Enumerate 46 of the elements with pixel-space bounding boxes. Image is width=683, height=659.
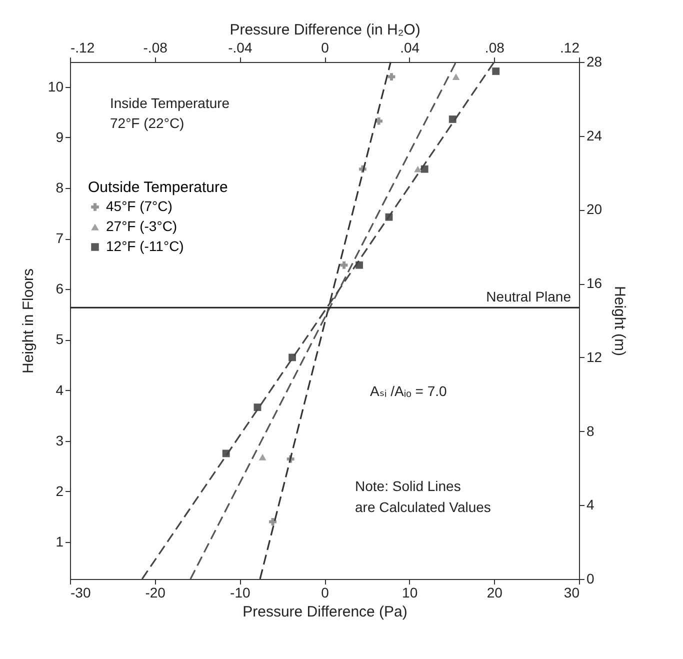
x-tick-label: 0 xyxy=(321,584,330,600)
x-axis-title: Pressure Difference (Pa) xyxy=(242,604,408,620)
y2-tick-label: 8 xyxy=(586,422,594,439)
y2-tick-label: 20 xyxy=(586,201,602,218)
y-tick-label: 6 xyxy=(56,280,64,297)
y-tick-label: 8 xyxy=(56,179,64,196)
x-tick-label: -10 xyxy=(230,584,250,600)
x-tick-label: 10 xyxy=(402,584,418,600)
annotation: Note: Solid Lines xyxy=(355,478,461,494)
x-tick-label: -30 xyxy=(70,584,91,600)
x2-tick-label: .12 xyxy=(560,40,580,56)
y2-tick-label: 24 xyxy=(586,127,602,144)
y2-axis-title: Height (m) xyxy=(611,286,628,356)
x-tick-label: -20 xyxy=(145,584,166,600)
y2-tick-label: 0 xyxy=(586,570,594,586)
annotation: Aₛᵢ /Aᵢₒ = 7.0 xyxy=(370,383,447,399)
x-tick-label: 30 xyxy=(564,584,580,600)
x2-axis-title: Pressure Difference (in H₂O) xyxy=(230,22,420,38)
annotation: Inside Temperature xyxy=(110,95,230,111)
legend-title: Outside Temperature xyxy=(88,179,228,196)
y-tick-label: 1 xyxy=(56,534,64,550)
annotation: 72°F (22°C) xyxy=(110,115,184,131)
x2-tick-label: 0 xyxy=(321,40,330,56)
x2-tick-label: .08 xyxy=(484,40,505,56)
y-tick-label: 3 xyxy=(56,432,64,448)
x2-tick-label: -.08 xyxy=(143,40,168,56)
x2-tick-label: .04 xyxy=(400,40,420,56)
annotation: are Calculated Values xyxy=(355,499,491,515)
x-tick-label: 20 xyxy=(486,584,503,600)
y-tick-label: 10 xyxy=(48,78,64,94)
y-tick-label: 4 xyxy=(56,382,64,398)
y2-tick-label: 16 xyxy=(586,275,602,292)
y-axis-title: Height in Floors xyxy=(20,268,37,374)
x2-tick-label: -.12 xyxy=(70,40,95,56)
x2-tick-label: -.04 xyxy=(228,40,252,56)
legend-label: 12°F (-11°C) xyxy=(106,238,184,254)
y-tick-label: 5 xyxy=(56,331,64,348)
legend-label: 45°F (7°C) xyxy=(106,198,172,214)
y2-tick-label: 28 xyxy=(586,54,602,70)
y-tick-label: 2 xyxy=(56,482,64,499)
y2-tick-label: 4 xyxy=(586,496,594,513)
y-tick-label: 9 xyxy=(56,128,64,145)
legend-label: 27°F (-3°C) xyxy=(106,218,178,234)
y-tick-label: 7 xyxy=(56,230,64,246)
ref-line-label: Neutral Plane xyxy=(486,288,572,305)
y2-tick-label: 12 xyxy=(586,348,602,365)
